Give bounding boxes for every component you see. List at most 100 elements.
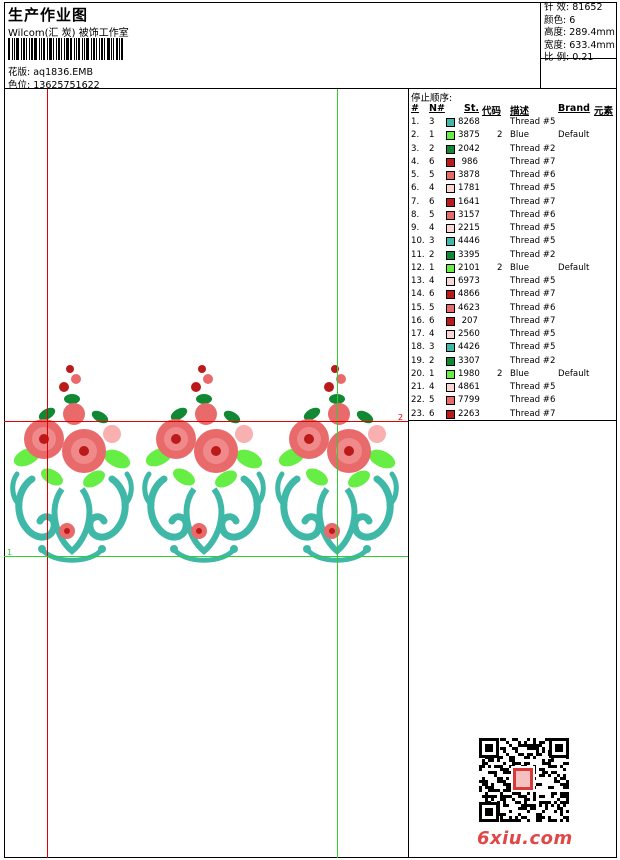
thread-index: 11. — [411, 249, 425, 260]
thread-row: 17. 4 2560 Thread #5 — [409, 328, 617, 341]
header: 生产作业图 Wilcom(汇 炭) 被饰工作室 花版: aq1836.EMB 色… — [4, 2, 617, 91]
thread-color-swatch — [446, 184, 455, 194]
thread-needle: 4 — [429, 223, 435, 233]
thread-row: 20. 1 1980 2 Blue Default — [409, 368, 617, 381]
thread-sequence-panel: 停止顺序: # N# St. 代码 描述 Brand 元素 1. 3 8268 Thr… — [409, 89, 617, 421]
thread-row: 1. 3 8268 Thread #5 — [409, 116, 617, 129]
thread-row: 7. 6 1641 Thread #7 — [409, 196, 617, 209]
thread-color-swatch — [446, 131, 455, 141]
design-file-label: 花版: — [8, 67, 31, 78]
thread-needle: 2 — [429, 249, 435, 260]
thread-stitches: 4866 — [458, 289, 480, 300]
thread-index: 8. — [411, 209, 420, 220]
thread-index: 1. — [411, 117, 420, 127]
thread-needle: 1 — [429, 130, 435, 141]
thread-needle: 2 — [429, 355, 435, 366]
thread-row: 5. 5 3878 Thread #6 — [409, 169, 617, 182]
thread-color-swatch — [446, 197, 455, 207]
thread-description: Thread #7 — [510, 289, 556, 300]
guide-line-red-horizontal — [4, 421, 408, 422]
thread-index: 7. — [411, 196, 420, 207]
thread-needle: 6 — [429, 408, 435, 419]
thread-color-swatch — [446, 383, 455, 392]
thread-needle: 3 — [429, 342, 435, 353]
thread-color-swatch — [446, 290, 455, 300]
color-position-value: 13625751622 — [33, 80, 100, 91]
thread-description: Thread #5 — [510, 276, 556, 286]
thread-color-swatch — [446, 210, 455, 220]
thread-stitches: 2215 — [458, 223, 480, 233]
thread-stitches: 1641 — [458, 196, 480, 207]
thread-row: 3. 2 2042 Thread #2 — [409, 143, 617, 156]
thread-color-swatch — [446, 356, 455, 366]
thread-color-swatch — [446, 118, 455, 127]
design-preview: 1 2 — [4, 89, 409, 858]
thread-needle: 4 — [429, 276, 435, 286]
stats-panel: 针 效: 81652 颜色: 6 高度: 289.4mm 宽度: 633.4mm… — [540, 2, 617, 89]
company-name: Wilcom(汇 炭) 被饰工作室 — [8, 28, 129, 39]
thread-color-swatch — [446, 409, 455, 419]
thread-color-swatch — [446, 263, 455, 273]
stat-colors: 颜色: 6 — [544, 14, 576, 26]
thread-index: 3. — [411, 143, 420, 154]
thread-brand: Default — [558, 130, 590, 141]
thread-color-swatch — [446, 171, 455, 180]
thread-stitches: 1980 — [458, 368, 480, 379]
color-position-line: 色位: 13625751622 — [8, 77, 100, 91]
thread-stitches: 4426 — [458, 342, 480, 353]
thread-row: 16. 6 207 Thread #7 — [409, 315, 617, 328]
thread-description: Thread #6 — [510, 209, 556, 220]
guide-line-green-vertical — [337, 89, 338, 858]
thread-stitches: 3875 — [458, 130, 480, 141]
col-description: 描述 — [510, 106, 530, 117]
thread-description: Thread #5 — [510, 223, 556, 233]
thread-color-swatch — [446, 250, 455, 260]
thread-row: 11. 2 3395 Thread #2 — [409, 249, 617, 262]
thread-stitches: 2101 — [458, 262, 480, 273]
thread-color-swatch — [446, 396, 455, 406]
thread-stitches: 8268 — [458, 117, 480, 127]
stats-divider — [541, 58, 617, 59]
thread-needle: 4 — [429, 329, 435, 339]
thread-index: 10. — [411, 236, 425, 247]
page-frame — [4, 2, 617, 858]
thread-row: 2. 1 3875 2 Blue Default — [409, 129, 617, 142]
thread-description: Thread #2 — [510, 249, 556, 260]
thread-needle: 4 — [429, 183, 435, 194]
thread-stitches: 2560 — [458, 329, 480, 339]
thread-index: 17. — [411, 329, 425, 339]
thread-index: 23. — [411, 408, 425, 419]
thread-brand: Default — [558, 368, 590, 379]
thread-needle: 5 — [429, 395, 435, 406]
thread-color-swatch — [446, 303, 455, 313]
thread-description: Blue — [510, 262, 530, 273]
thread-index: 14. — [411, 289, 425, 300]
thread-code: 2 — [497, 262, 503, 273]
thread-row: 22. 5 7799 Thread #6 — [409, 394, 617, 407]
col-stitches: St. — [464, 103, 479, 114]
thread-needle: 5 — [429, 170, 435, 180]
thread-row: 23. 6 2263 Thread #7 — [409, 408, 617, 421]
thread-row: 10. 3 4446 Thread #5 — [409, 235, 617, 248]
thread-row: 9. 4 2215 Thread #5 — [409, 222, 617, 235]
embroidery-artwork — [4, 89, 409, 858]
page-title: 生产作业图 — [8, 6, 89, 24]
thread-color-swatch — [446, 316, 455, 326]
stat-height: 高度: 289.4mm — [544, 27, 615, 38]
thread-description: Blue — [510, 368, 530, 379]
stat-width: 宽度: 633.4mm — [544, 39, 615, 51]
thread-color-swatch — [446, 330, 455, 339]
design-file-value: aq1836.EMB — [33, 67, 93, 78]
thread-needle: 1 — [429, 368, 435, 379]
watermark-text: 6xiu.com — [477, 828, 573, 849]
marker-one: 1 — [7, 548, 13, 557]
thread-row: 14. 6 4866 Thread #7 — [409, 288, 617, 301]
thread-color-swatch — [446, 343, 455, 353]
thread-stitches: 7799 — [458, 395, 480, 406]
thread-index: 2. — [411, 130, 420, 141]
thread-row: 8. 5 3157 Thread #6 — [409, 209, 617, 222]
thread-description: Thread #2 — [510, 143, 556, 154]
thread-row: 12. 1 2101 2 Blue Default — [409, 262, 617, 275]
thread-stitches: 2263 — [458, 408, 480, 419]
thread-description: Thread #5 — [510, 382, 556, 392]
